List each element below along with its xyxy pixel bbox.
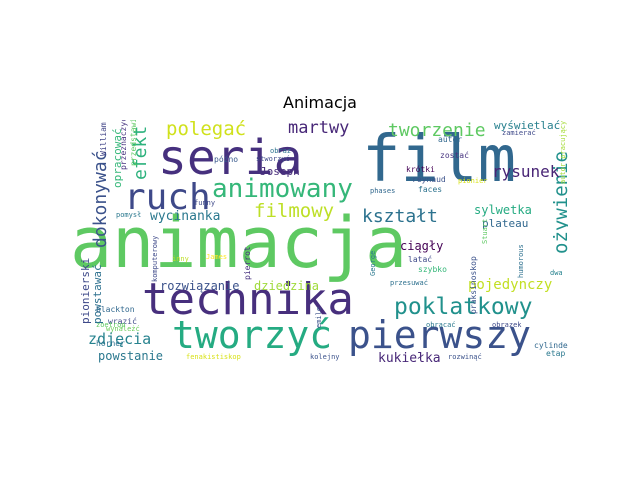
cloud-word: reynaud (412, 175, 446, 184)
cloud-word: pionier (458, 177, 488, 185)
cloud-word: blackton (96, 305, 135, 314)
cloud-word: rysunek (492, 162, 560, 181)
cloud-word: kukiełka (378, 351, 441, 366)
cloud-word: zostać (440, 151, 469, 160)
cloud-word: pionierski (79, 257, 92, 324)
cloud-word: plateau (482, 217, 529, 230)
cloud-word: pojedynczy (468, 277, 553, 293)
cloud-word: zamierać (502, 129, 536, 137)
cloud-word: humorous (517, 244, 525, 278)
cloud-word: autor pracujący (559, 120, 567, 184)
cloud-word: sylwetka (474, 203, 532, 217)
cloud-word: inny (172, 255, 189, 263)
cloud-word: praksinoskop (469, 256, 478, 314)
cloud-word: funny (194, 199, 216, 207)
cloud-word: autor (438, 135, 463, 144)
cloud-word: dokonywać (90, 150, 111, 248)
cloud-word: rozwiązanie (160, 279, 240, 293)
cloud-word: obraz (270, 147, 292, 155)
cloud-word: etap (546, 349, 566, 358)
cloud-word: technika (142, 274, 354, 325)
figure-title: Animacja (283, 93, 357, 112)
cloud-word: krótki (406, 165, 435, 174)
cloud-word: polegać (166, 120, 247, 140)
cloud-word: poklatkowy (394, 294, 533, 320)
cloud-word: pierwszy (348, 313, 532, 357)
cloud-word: horner (96, 339, 125, 348)
cloud-word: fenakistiskop (186, 353, 241, 361)
cloud-word: cylinder (534, 341, 568, 350)
cloud-word: wycinanka (150, 209, 221, 224)
cloud-word: seria (158, 130, 303, 186)
cloud-word: zoetrop (96, 321, 126, 329)
cloud-word: wynależć (106, 325, 140, 333)
cloud-word: wyświetlać (494, 120, 561, 132)
cloud-word: szybko (418, 265, 447, 274)
cloud-word: obracać (426, 321, 456, 329)
cloud-word: martwy (288, 120, 350, 138)
cloud-word: kolejny (310, 353, 340, 361)
cloud-word: kształt (362, 206, 438, 227)
cloud-word: emile (315, 306, 323, 328)
cloud-word: latać (408, 255, 433, 264)
cloud-word: zdjęcia (88, 330, 152, 348)
cloud-word: komputerowy (151, 235, 159, 282)
cloud-word: faces (418, 185, 443, 194)
word-cloud: animacja film technika seria tworzyć pie… (72, 120, 568, 368)
cloud-word: przesuwać (390, 279, 428, 287)
cloud-word: powstanie (98, 349, 164, 363)
cloud-word: przedstawiać (129, 120, 138, 166)
cloud-word: film (362, 123, 517, 197)
cloud-word: pomysł (116, 211, 142, 219)
cloud-word: Stuart (481, 218, 489, 244)
cloud-word: animacja (72, 202, 408, 284)
cloud-word: animowany (212, 174, 353, 204)
cloud-word: phases (370, 187, 396, 195)
cloud-word: Joseph (260, 165, 300, 178)
cloud-word: tworzyć (172, 313, 333, 357)
cloud-word: filmowy (254, 200, 335, 222)
cloud-word: William (99, 122, 108, 156)
cloud-word: obrazek (492, 321, 522, 329)
cloud-word: George (369, 250, 377, 276)
cloud-word: przeznaczyć (119, 120, 128, 170)
cloud-word: powstawać (91, 264, 104, 324)
cloud-word: pierrot (243, 246, 252, 280)
cloud-word: rozwinąć (448, 353, 482, 361)
cloud-word: ruch (124, 177, 211, 218)
cloud-word: tworzenie (388, 120, 486, 141)
cloud-word: stworzyć (256, 155, 290, 163)
cloud-word: ciągły (400, 239, 444, 253)
cloud-word: James (206, 253, 228, 261)
cloud-word: wrazić (108, 317, 137, 326)
cloud-word: dziedzina (254, 279, 320, 293)
cloud-word: dwa (550, 269, 563, 277)
cloud-word: późno (214, 155, 239, 164)
